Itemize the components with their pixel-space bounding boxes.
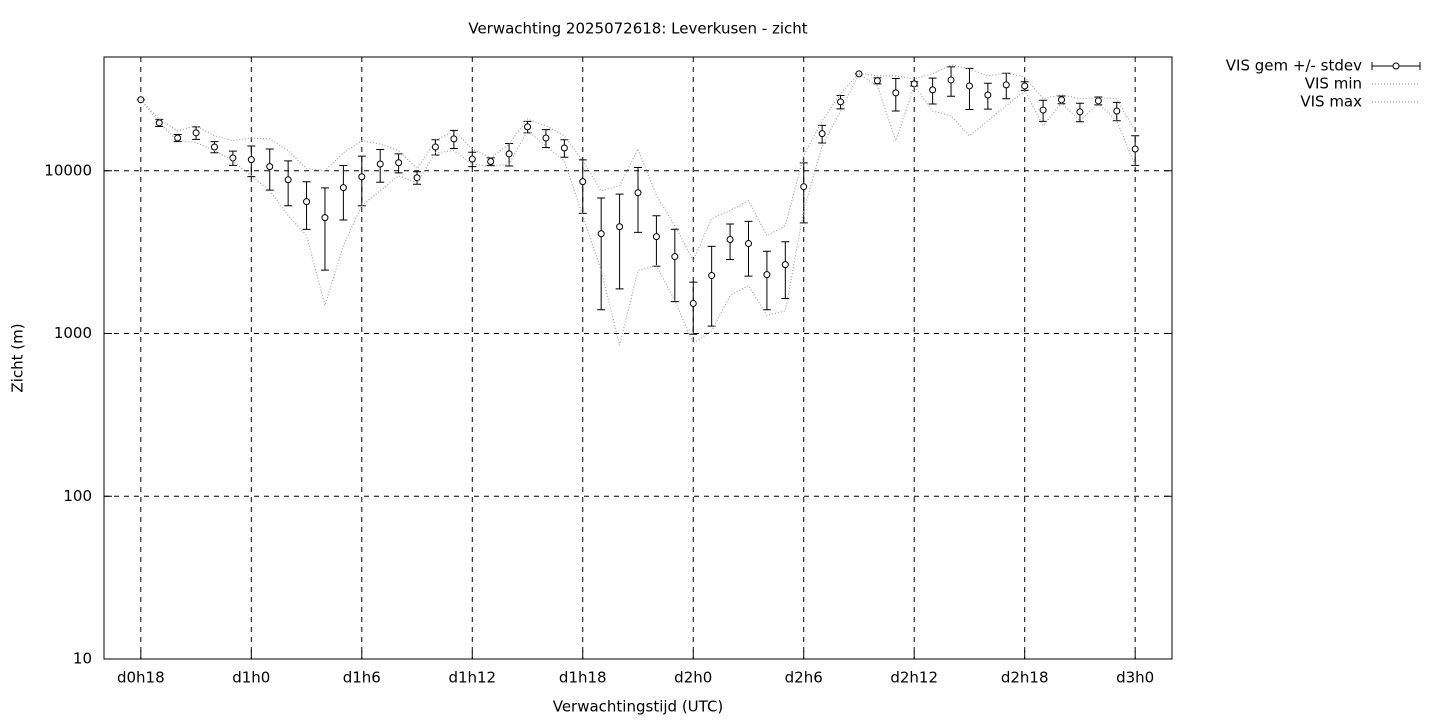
data-point xyxy=(247,156,255,164)
error-bar xyxy=(652,215,661,267)
data-point xyxy=(395,159,403,167)
data-point xyxy=(266,163,274,171)
data-point xyxy=(376,160,384,168)
error-bar xyxy=(357,155,366,207)
data-point xyxy=(763,271,771,279)
data-point xyxy=(210,143,218,151)
data-point xyxy=(726,236,734,244)
data-point xyxy=(524,123,532,131)
error-bar xyxy=(320,187,329,271)
x-tick-label: d1h6 xyxy=(343,669,381,687)
error-bar xyxy=(707,245,716,327)
data-point xyxy=(652,233,660,241)
error-bar xyxy=(670,228,679,303)
data-point xyxy=(1131,145,1139,153)
x-tick-label: d1h0 xyxy=(232,669,270,687)
data-point xyxy=(1113,107,1121,115)
error-bar xyxy=(689,281,698,335)
data-point xyxy=(431,143,439,151)
data-point xyxy=(505,150,513,158)
data-point xyxy=(229,154,237,162)
x-axis-label: Verwachtingstijd (UTC) xyxy=(553,698,724,716)
x-tick-label: d2h18 xyxy=(1001,669,1049,687)
chart-title: Verwachting 2025072618: Leverkusen - zic… xyxy=(468,20,807,38)
data-point xyxy=(155,119,163,127)
data-point xyxy=(542,134,550,142)
x-tick-label: d3h0 xyxy=(1116,669,1154,687)
data-point xyxy=(339,184,347,192)
legend-label: VIS max xyxy=(1300,93,1362,111)
error-bar xyxy=(744,220,753,277)
data-point xyxy=(837,98,845,106)
error-bar xyxy=(762,250,771,311)
x-tick-label: d1h18 xyxy=(559,669,607,687)
series-line xyxy=(140,64,1136,262)
error-bar xyxy=(781,241,790,300)
data-point xyxy=(744,240,752,248)
data-point xyxy=(800,183,808,191)
data-point xyxy=(1094,97,1102,105)
data-point xyxy=(984,91,992,99)
data-point xyxy=(450,135,458,143)
y-axis-label: Zicht (m) xyxy=(9,323,27,392)
data-point xyxy=(358,173,366,181)
data-point xyxy=(1021,82,1029,90)
error-bar xyxy=(339,164,348,221)
data-point xyxy=(321,214,329,222)
data-point xyxy=(487,157,495,165)
data-point xyxy=(616,223,624,231)
error-bar xyxy=(578,159,587,214)
data-point xyxy=(708,272,716,280)
data-point xyxy=(892,89,900,97)
x-tick-label: d2h0 xyxy=(674,669,712,687)
data-point xyxy=(303,198,311,206)
data-point xyxy=(947,76,955,84)
data-point xyxy=(284,176,292,184)
legend-label: VIS min xyxy=(1305,75,1362,93)
error-bar xyxy=(799,162,808,224)
data-point xyxy=(818,130,826,138)
data-point xyxy=(671,253,679,261)
data-point xyxy=(560,144,568,152)
data-point xyxy=(579,178,587,186)
data-point xyxy=(413,174,421,182)
error-bar xyxy=(615,193,624,290)
data-point xyxy=(192,129,200,137)
error-bar xyxy=(634,166,642,233)
plot-frame xyxy=(103,56,1173,660)
data-point xyxy=(965,82,973,90)
data-point xyxy=(929,86,937,94)
x-tick-label: d0h18 xyxy=(117,669,165,687)
error-bar xyxy=(302,181,311,230)
data-point xyxy=(1039,106,1047,114)
data-point xyxy=(468,155,476,163)
data-point xyxy=(781,261,789,269)
legend-swatch xyxy=(1392,62,1400,70)
data-point xyxy=(910,80,918,88)
x-tick-label: d2h6 xyxy=(785,669,823,687)
data-point xyxy=(855,70,863,78)
x-tick-label: d2h12 xyxy=(890,669,938,687)
data-point xyxy=(689,299,697,307)
data-point xyxy=(873,77,881,85)
data-point xyxy=(597,230,605,238)
data-point xyxy=(1002,81,1010,89)
data-point xyxy=(1058,96,1066,104)
data-point xyxy=(1076,108,1084,116)
x-tick-label: d1h12 xyxy=(448,669,496,687)
y-tick-label: 1000 xyxy=(54,324,92,342)
y-tick-label: 100 xyxy=(63,487,92,505)
legend-label: VIS gem +/- stdev xyxy=(1226,57,1362,75)
y-tick-label: 10000 xyxy=(44,161,92,179)
data-point xyxy=(634,189,642,197)
error-bar xyxy=(597,197,606,311)
y-tick-label: 10 xyxy=(73,650,92,668)
